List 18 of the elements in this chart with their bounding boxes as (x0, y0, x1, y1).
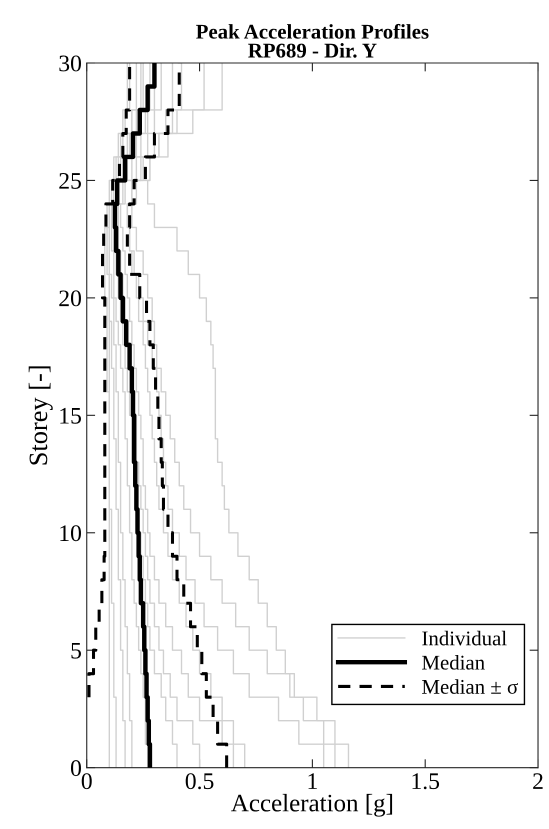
x-tick-label: 0.5 (186, 773, 214, 790)
y-tick-label: 25 (59, 173, 81, 189)
y-tick-label: 0 (70, 760, 81, 776)
x-tick-label: 2 (533, 773, 543, 789)
legend-label: Median ± σ (422, 679, 518, 694)
y-tick-label: 30 (59, 55, 81, 72)
y-axis-title: Storey [-] (28, 366, 53, 464)
x-axis-title: Acceleration [g] (231, 794, 392, 817)
chart-title: Peak Acceleration Profiles RP689 - Dir. Y (196, 24, 429, 58)
y-tick-label: 10 (60, 525, 81, 542)
x-tick-label: 1.5 (412, 773, 440, 790)
x-tick-label: 1 (308, 773, 317, 789)
legend-label: Individual (422, 630, 507, 646)
x-tick-label: 0 (82, 773, 92, 790)
y-tick-label: 5 (71, 642, 81, 659)
y-tick-label: 15 (60, 408, 81, 424)
y-tick-label: 20 (59, 290, 81, 306)
legend-label: Median (422, 655, 485, 670)
